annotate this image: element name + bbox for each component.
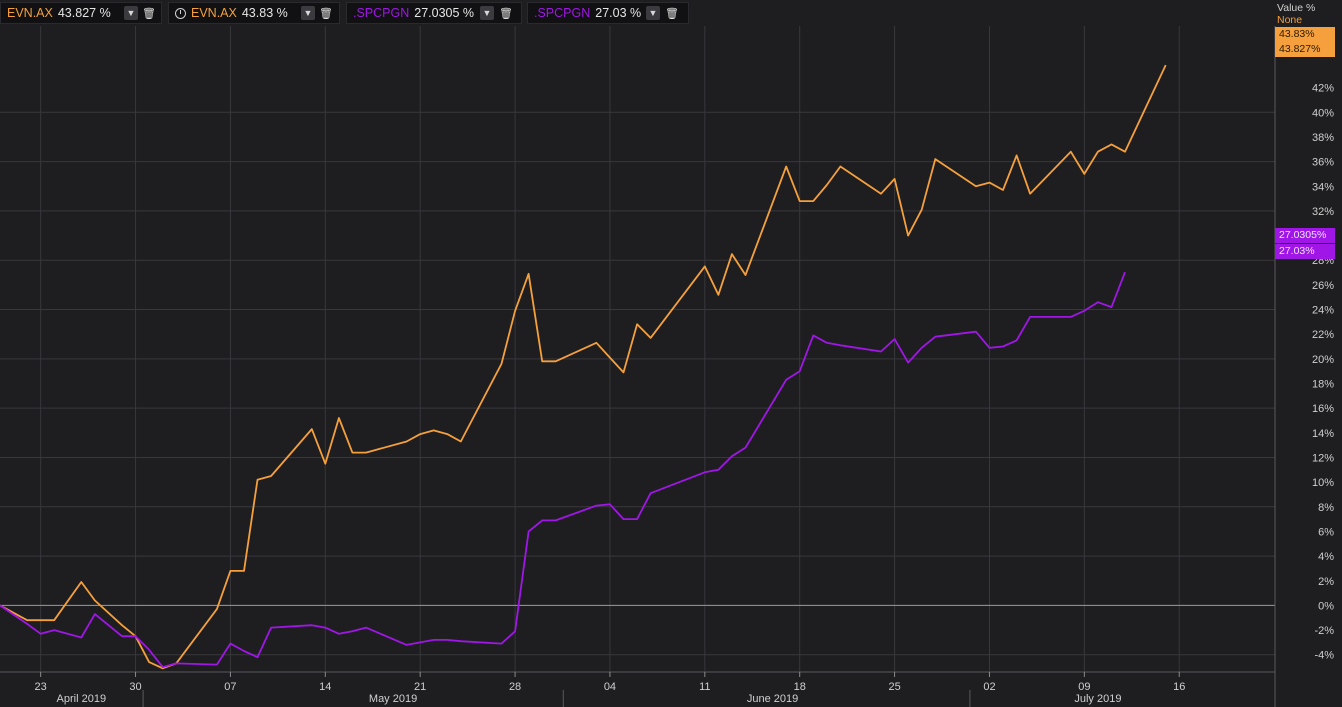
y-tick-label: 14% (1312, 428, 1334, 440)
y-tick-label: 10% (1312, 477, 1334, 489)
clock-icon (175, 7, 186, 19)
y-tick-label: 6% (1318, 526, 1334, 538)
plot-background (0, 26, 1275, 672)
legend-symbol[interactable]: .SPCPGN (353, 6, 410, 20)
x-tick-label: 30 (129, 681, 141, 693)
trash-icon[interactable]: 🗑 (142, 7, 156, 20)
x-tick-label: 02 (983, 681, 995, 693)
y-tick-label: 12% (1312, 452, 1334, 464)
legend-chip-evn-1[interactable]: EVN.AX 43.827 % ▼ 🗑 (0, 2, 162, 24)
last-value-tag: 43.827% (1275, 42, 1335, 57)
y-tick-label: 16% (1312, 403, 1334, 415)
y-tick-label: 20% (1312, 354, 1334, 366)
series-lines (0, 64, 1167, 670)
legend-value: 27.03 % (595, 6, 642, 20)
last-value-tag: 27.0305% (1275, 228, 1335, 243)
trash-icon[interactable]: 🗑 (499, 7, 513, 20)
legend-symbol[interactable]: .SPCPGN (534, 6, 591, 20)
last-value-tag: 43.83% (1275, 27, 1335, 42)
y-tick-label: 40% (1312, 107, 1334, 119)
y-tick-label: 26% (1312, 280, 1334, 292)
y-tick-label: 34% (1312, 181, 1334, 193)
month-label: April 2019 (57, 693, 107, 705)
x-tick-label: 23 (35, 681, 47, 693)
grid-lines (0, 26, 1275, 672)
legend-value: 27.0305 % (414, 6, 475, 20)
x-tick-label: 14 (319, 681, 331, 693)
month-label: June 2019 (747, 693, 798, 705)
month-label: July 2019 (1074, 693, 1121, 705)
chevron-down-icon[interactable]: ▼ (646, 6, 660, 20)
trash-icon[interactable]: 🗑 (665, 7, 679, 20)
x-tick-label: 09 (1078, 681, 1090, 693)
series-legend-bar: EVN.AX 43.827 % ▼ 🗑 EVN.AX 43.83 % ▼ 🗑 .… (0, 0, 1275, 24)
chevron-down-icon[interactable]: ▼ (480, 6, 494, 20)
y-tick-label: 32% (1312, 206, 1334, 218)
value-axis-title: Value % (1277, 2, 1316, 14)
legend-value: 43.827 % (57, 6, 111, 20)
last-value-tag: 27.03% (1275, 244, 1335, 259)
legend-chip-spc-1[interactable]: .SPCPGN 27.0305 % ▼ 🗑 (346, 2, 522, 24)
y-tick-label: 18% (1312, 379, 1334, 391)
x-tick-label: 04 (604, 681, 616, 693)
y-tick-label: 0% (1318, 600, 1334, 612)
chevron-down-icon[interactable]: ▼ (301, 6, 315, 20)
y-tick-label: 8% (1318, 502, 1334, 514)
x-tick-label: 16 (1173, 681, 1185, 693)
x-tick-label: 11 (699, 681, 710, 693)
y-tick-label: 4% (1318, 551, 1334, 563)
y-tick-label: 24% (1312, 305, 1334, 317)
x-axis: 23 30 07 14 21 28 04 11 18 25 02 09 16 April 2019 May … (0, 671, 1275, 707)
y-tick-label: 38% (1312, 132, 1334, 144)
x-tick-label: 25 (888, 681, 900, 693)
y-tick-label: 42% (1312, 83, 1334, 95)
y-tick-label: -4% (1314, 650, 1334, 662)
x-tick-label: 18 (794, 681, 806, 693)
y-tick-label: -2% (1314, 625, 1334, 637)
scale-mode-label[interactable]: None (1277, 14, 1303, 26)
x-tick-label: 21 (414, 681, 426, 693)
trash-icon[interactable]: 🗑 (319, 7, 333, 20)
month-label: May 2019 (369, 693, 417, 705)
chevron-down-icon[interactable]: ▼ (124, 6, 138, 20)
y-tick-label: 36% (1312, 157, 1334, 169)
legend-symbol[interactable]: EVN.AX (191, 6, 237, 20)
y-axis: 42%40%38%36%34%32%30%28%26%24%22%20%18%1… (1274, 26, 1334, 707)
y-tick-label: 2% (1318, 576, 1334, 588)
y-tick-label: 22% (1312, 329, 1334, 341)
x-tick-label: 07 (224, 681, 236, 693)
legend-chip-evn-2[interactable]: EVN.AX 43.83 % ▼ 🗑 (168, 2, 340, 24)
legend-value: 43.83 % (241, 6, 288, 20)
x-tick-label: 28 (509, 681, 521, 693)
legend-chip-spc-2[interactable]: .SPCPGN 27.03 % ▼ 🗑 (527, 2, 689, 24)
series-line-spcpgn[interactable] (0, 271, 1126, 668)
legend-symbol[interactable]: EVN.AX (7, 6, 53, 20)
